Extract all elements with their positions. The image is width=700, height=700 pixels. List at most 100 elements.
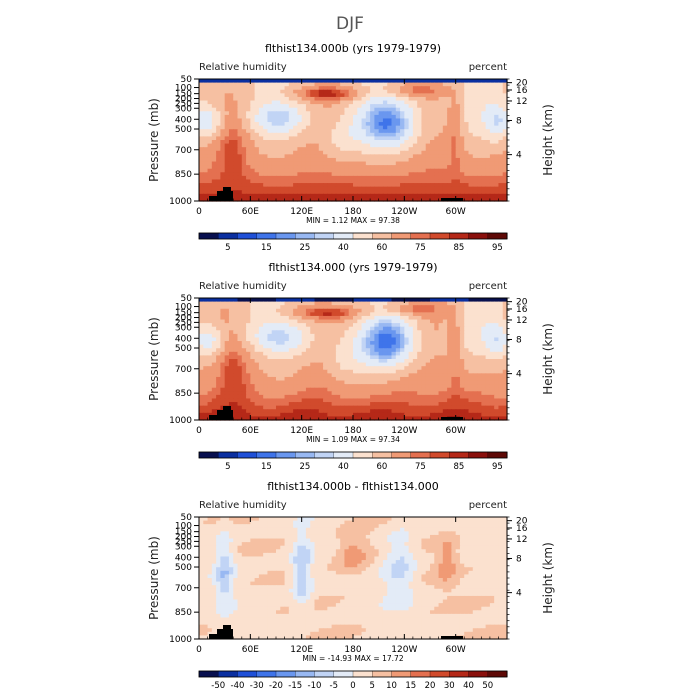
heatmap-cell	[280, 398, 286, 403]
heatmap-cell	[203, 122, 209, 127]
heatmap-cell	[472, 398, 478, 403]
colorbar-swatch	[487, 232, 508, 240]
heatmap-cell	[494, 114, 500, 120]
heatmap-cell	[472, 104, 478, 109]
heatmap-cell	[438, 143, 444, 148]
heatmap-cell	[455, 376, 461, 382]
heatmap-cell	[203, 111, 209, 116]
heatmap-cell	[344, 136, 350, 141]
heatmap-cell	[472, 125, 478, 130]
heatmap-cell	[391, 86, 397, 91]
heatmap-cell	[203, 154, 209, 159]
heatmap-field	[199, 79, 508, 202]
heatmap-cell	[207, 405, 213, 410]
heatmap-cell	[421, 122, 427, 127]
heatmap-cell	[472, 315, 478, 321]
heatmap-cell	[220, 157, 226, 163]
heatmap-cell	[276, 161, 281, 166]
heatmap-cell	[434, 179, 440, 184]
heatmap-cell	[408, 333, 414, 339]
heatmap-cell	[481, 100, 487, 105]
heatmap-cell	[455, 369, 461, 374]
heatmap-cell	[459, 150, 465, 155]
heatmap-cell	[451, 168, 457, 173]
heatmap-cell	[233, 323, 239, 328]
heatmap-cell	[361, 348, 367, 353]
heatmap-cell	[370, 154, 375, 159]
heatmap-cell	[438, 114, 444, 120]
heatmap-cell	[327, 168, 333, 173]
topography-block	[223, 187, 231, 201]
y-right-tick-label: 20	[516, 79, 528, 89]
heatmap-cell	[451, 86, 457, 91]
heatmap-cell	[237, 305, 243, 310]
heatmap-cell	[481, 168, 487, 173]
heatmap-cell	[434, 114, 440, 120]
heatmap-cell	[365, 183, 371, 188]
heatmap-cell	[203, 416, 209, 421]
heatmap-cell	[246, 384, 251, 389]
heatmap-cell	[481, 122, 487, 127]
heatmap-cell	[361, 301, 367, 306]
heatmap-cell	[421, 355, 427, 360]
heatmap-cell	[284, 398, 290, 403]
heatmap-cell	[382, 168, 388, 173]
heatmap-cell	[335, 157, 341, 163]
heatmap-cell	[434, 323, 440, 328]
heatmap-cell	[297, 143, 303, 148]
heatmap-cell	[451, 150, 457, 155]
heatmap-cell	[391, 154, 397, 159]
heatmap-cell	[348, 183, 354, 188]
heatmap-cell	[284, 387, 290, 392]
heatmap-cell	[199, 157, 204, 163]
heatmap-cell	[211, 373, 217, 378]
heatmap-cell	[216, 337, 221, 342]
heatmap-cell	[335, 308, 341, 313]
heatmap-cell	[451, 298, 457, 303]
heatmap-cell	[276, 305, 281, 310]
heatmap-cell	[263, 355, 269, 360]
heatmap-cell	[207, 369, 213, 374]
heatmap-cell	[203, 391, 209, 396]
heatmap-cell	[323, 96, 328, 102]
heatmap-cell	[459, 96, 465, 102]
heatmap-cell	[293, 161, 298, 166]
heatmap-cell	[447, 193, 452, 199]
heatmap-cell	[455, 157, 461, 163]
heatmap-cell	[357, 323, 363, 328]
heatmap-cell	[417, 326, 423, 331]
heatmap-cell	[340, 86, 346, 91]
heatmap-cell	[207, 193, 213, 199]
heatmap-cell	[267, 100, 273, 105]
heatmap-cell	[498, 122, 504, 127]
heatmap-cell	[464, 369, 470, 374]
heatmap-cell	[459, 355, 465, 360]
heatmap-cell	[207, 136, 213, 141]
heatmap-cell	[241, 89, 247, 94]
heatmap-cell	[250, 143, 256, 148]
heatmap-cell	[318, 129, 324, 134]
heatmap-cell	[203, 197, 209, 202]
heatmap-cell	[335, 118, 341, 123]
heatmap-cell	[417, 362, 423, 367]
heatmap-cell	[459, 190, 465, 195]
heatmap-cell	[258, 366, 264, 371]
heatmap-cell	[481, 147, 487, 152]
heatmap-cell	[216, 104, 221, 109]
heatmap-cell	[241, 376, 247, 382]
heatmap-cell	[233, 129, 239, 134]
heatmap-cell	[425, 355, 431, 360]
heatmap-cell	[357, 387, 363, 392]
heatmap-cell	[237, 337, 243, 342]
heatmap-cell	[288, 107, 294, 112]
heatmap-cell	[417, 344, 423, 349]
heatmap-cell	[425, 412, 431, 418]
heatmap-cell	[220, 398, 226, 403]
heatmap-cell	[340, 312, 346, 317]
heatmap-cell	[323, 197, 328, 202]
heatmap-cell	[241, 305, 247, 310]
heatmap-cell	[459, 391, 465, 396]
heatmap-cell	[340, 140, 346, 145]
heatmap-cell	[395, 402, 401, 407]
heatmap-cell	[267, 143, 273, 148]
